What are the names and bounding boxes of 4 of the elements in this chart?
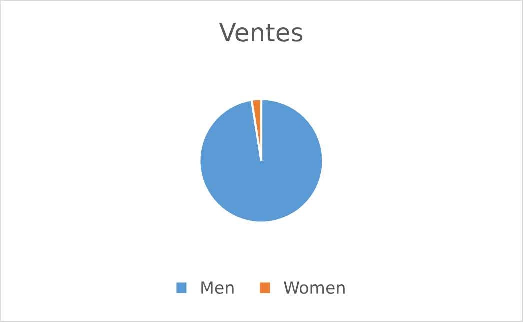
legend-label: Men <box>202 282 234 294</box>
legend-label: Women <box>284 282 345 294</box>
chart-title: Ventes <box>219 23 303 42</box>
pie-slice <box>198 98 324 224</box>
